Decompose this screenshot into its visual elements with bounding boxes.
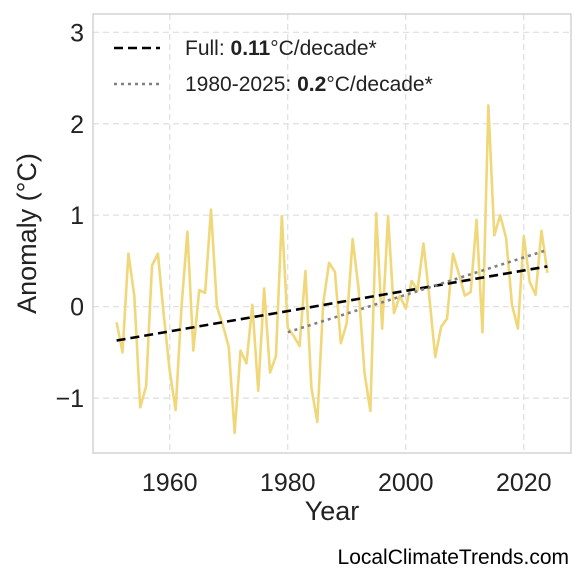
y-tick-labels: −1 0 1 2 3 (55, 19, 84, 413)
x-tick-label-2: 2000 (378, 469, 434, 497)
full-trend-line (116, 265, 548, 342)
y-axis-label: Anomaly (°C) (12, 153, 42, 314)
recent-trend-line (287, 248, 548, 334)
x-tick-label-1: 1980 (260, 469, 316, 497)
y-tick-label-4: 3 (70, 19, 84, 47)
legend: Full: 0.11°C/decade*1980-2025: 0.2°C/dec… (114, 37, 433, 96)
legend-entry-1: 1980-2025: 0.2°C/decade* (185, 73, 433, 96)
x-tick-label-3: 2020 (496, 469, 552, 497)
y-tick-label-1: 0 (70, 294, 84, 322)
grid (93, 14, 571, 453)
y-tick-label-0: −1 (55, 385, 84, 413)
x-tick-label-0: 1960 (142, 469, 198, 497)
anomaly-series-line (115, 104, 549, 435)
legend-prefix-0: Full: (185, 37, 231, 60)
series-layer (115, 104, 549, 435)
watermark: LocalClimateTrends.com (337, 546, 569, 569)
legend-prefix-1: 1980-2025: (185, 73, 297, 96)
plot-frame (92, 13, 572, 454)
legend-entry-0: Full: 0.11°C/decade* (185, 37, 377, 60)
legend-suffix-1: °C/decade* (326, 73, 432, 96)
x-axis-label: Year (305, 496, 360, 526)
y-tick-label-3: 2 (70, 111, 84, 139)
x-tick-labels: 1960 1980 2000 2020 (142, 469, 552, 497)
legend-suffix-0: °C/decade* (270, 37, 376, 60)
y-tick-label-2: 1 (70, 202, 84, 230)
legend-value-0: 0.11 (231, 37, 271, 60)
legend-value-1: 0.2 (297, 73, 326, 96)
